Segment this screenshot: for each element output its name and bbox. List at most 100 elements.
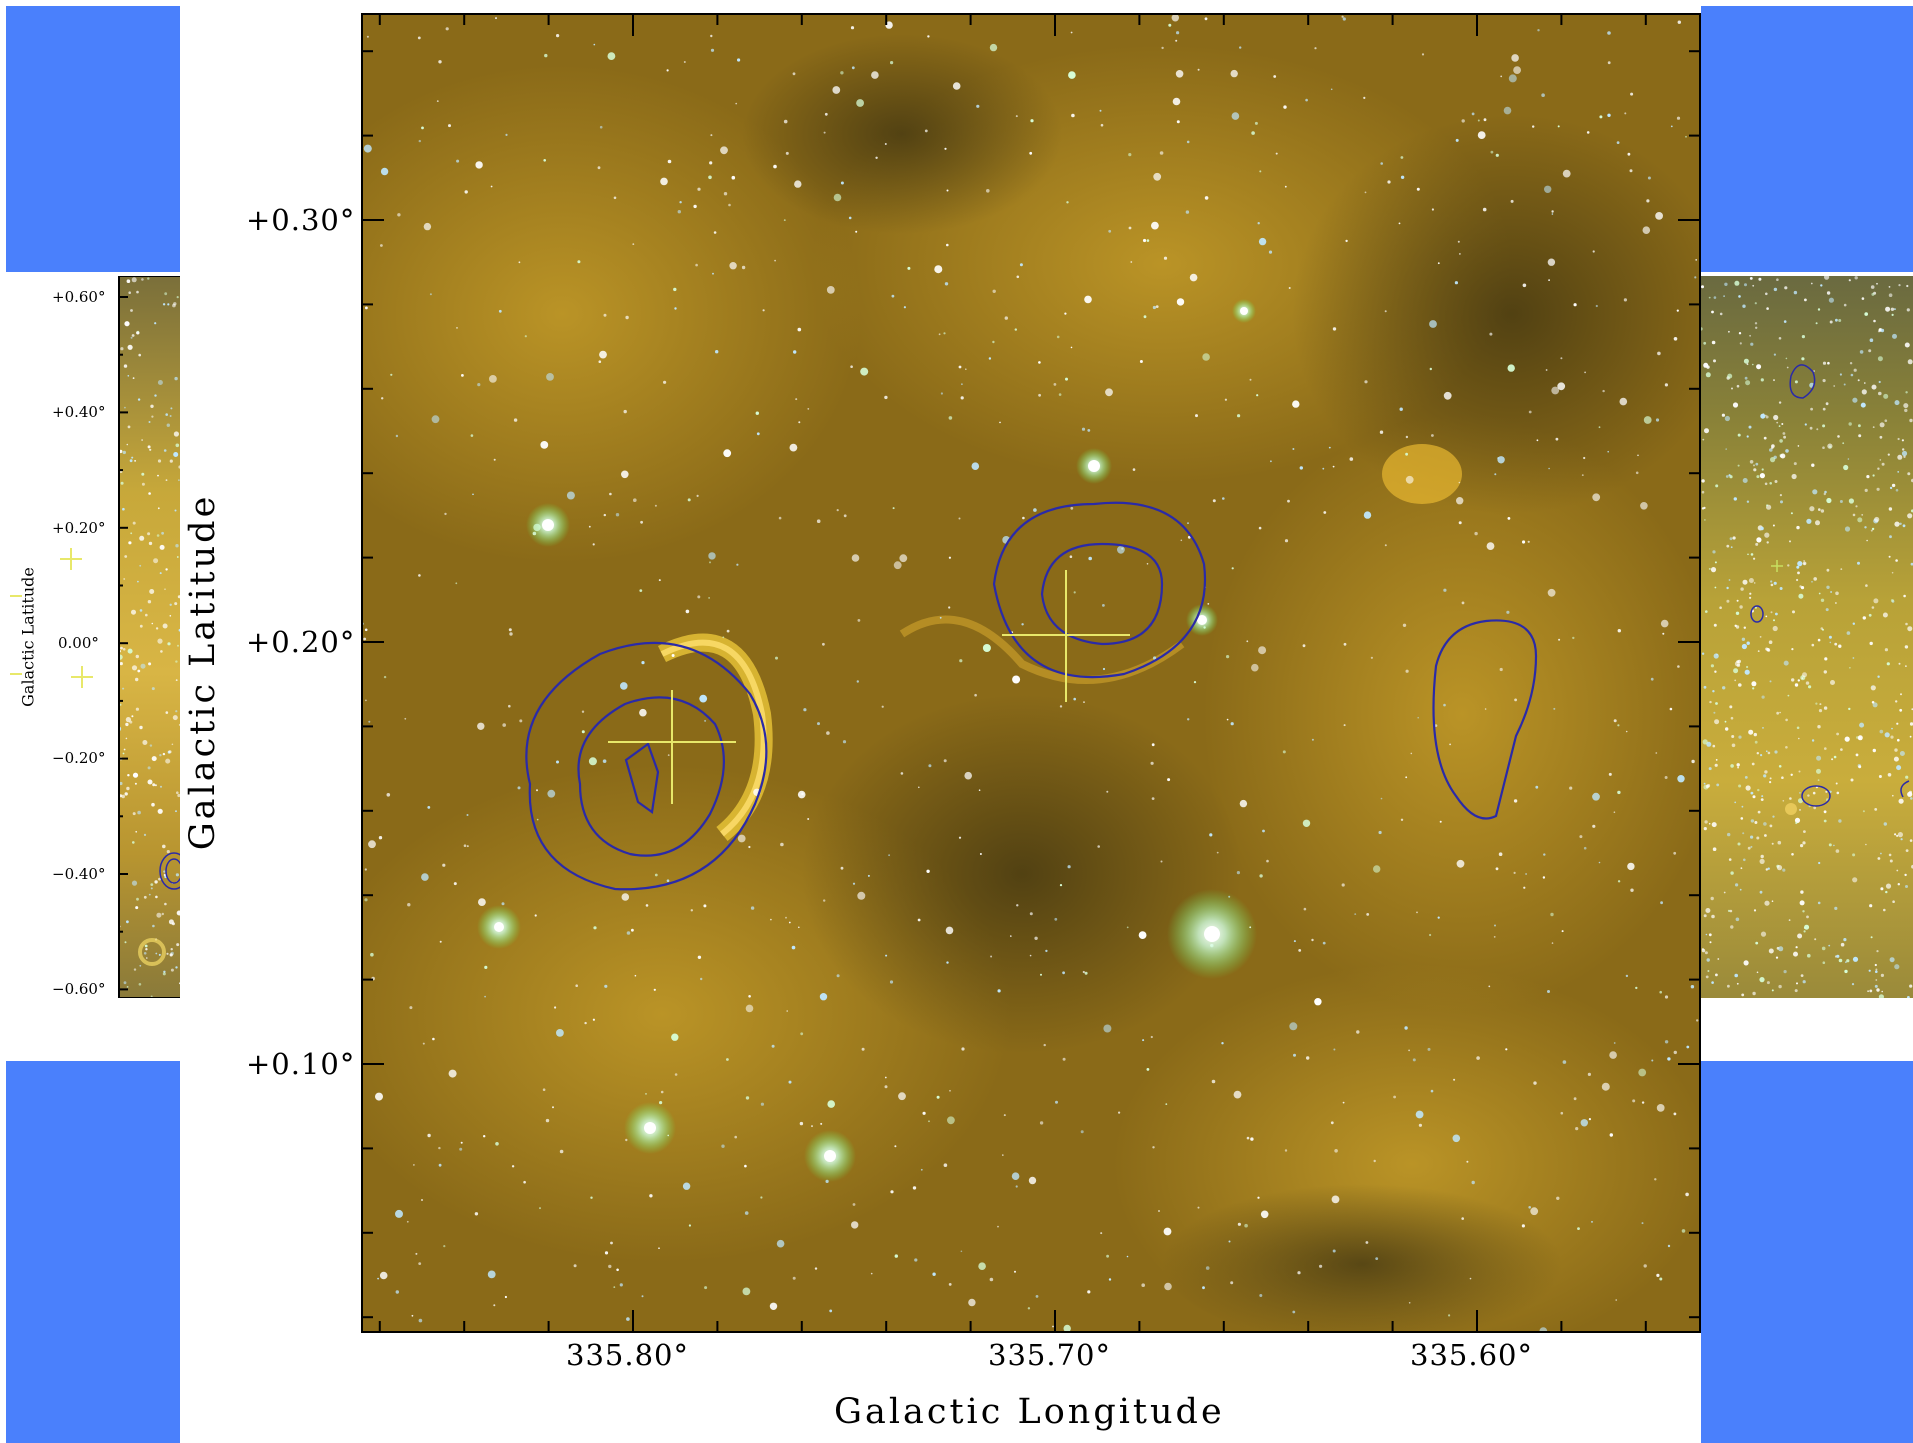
star xyxy=(1770,583,1774,587)
star xyxy=(1896,722,1899,725)
star xyxy=(1798,737,1800,740)
y-tick-label-010: +0.10° xyxy=(246,1047,356,1081)
star xyxy=(829,1309,833,1313)
star xyxy=(912,1186,917,1190)
star xyxy=(149,589,155,594)
star xyxy=(1066,201,1069,204)
star xyxy=(986,189,990,193)
star xyxy=(588,757,597,766)
star xyxy=(1867,990,1869,993)
star xyxy=(1905,775,1909,779)
star xyxy=(1701,490,1705,494)
blue-panel-top-right xyxy=(1701,6,1913,272)
star xyxy=(1900,693,1902,696)
star xyxy=(137,810,141,815)
star xyxy=(960,396,964,400)
star xyxy=(1823,670,1827,674)
star xyxy=(1861,514,1864,516)
star xyxy=(1799,792,1801,794)
star xyxy=(1750,819,1755,823)
star xyxy=(1877,857,1881,860)
star xyxy=(1771,900,1774,902)
star xyxy=(459,1147,463,1151)
star xyxy=(1719,606,1722,609)
star xyxy=(1087,1290,1091,1294)
star xyxy=(1828,944,1831,947)
star xyxy=(141,472,145,476)
star xyxy=(421,873,429,881)
star xyxy=(1545,369,1548,371)
star xyxy=(1781,776,1784,779)
x-tick-label-33570: 335.70° xyxy=(988,1338,1111,1372)
star xyxy=(148,893,151,896)
star xyxy=(1803,930,1806,933)
star xyxy=(1797,679,1800,682)
star xyxy=(1029,954,1032,957)
star xyxy=(1172,97,1181,106)
star xyxy=(1058,393,1062,396)
star xyxy=(1715,484,1719,488)
star xyxy=(851,1221,859,1229)
star xyxy=(1839,500,1843,503)
star xyxy=(832,86,841,94)
star xyxy=(861,1047,865,1051)
star xyxy=(147,532,151,536)
star xyxy=(1429,933,1432,937)
star xyxy=(1711,914,1715,919)
star xyxy=(1084,295,1092,304)
star xyxy=(1703,827,1707,831)
blue-panel-bottom-right xyxy=(1701,1061,1913,1443)
star xyxy=(1527,540,1530,543)
star xyxy=(1806,915,1809,919)
star xyxy=(1744,376,1748,380)
star xyxy=(1443,391,1452,400)
star xyxy=(1314,998,1322,1006)
star xyxy=(1405,435,1409,439)
star xyxy=(125,737,128,740)
star xyxy=(1739,605,1743,609)
star xyxy=(1852,853,1856,857)
star xyxy=(1705,610,1708,613)
star xyxy=(1202,1286,1205,1290)
star xyxy=(1712,690,1715,693)
star xyxy=(803,708,807,712)
star xyxy=(744,1164,747,1168)
star xyxy=(1846,959,1850,963)
star xyxy=(1766,307,1769,310)
star xyxy=(1635,986,1638,990)
star xyxy=(1707,970,1710,972)
star xyxy=(1721,413,1725,417)
star xyxy=(1710,896,1714,901)
star xyxy=(626,931,631,935)
star xyxy=(1782,800,1785,802)
star xyxy=(1797,445,1800,447)
star xyxy=(125,717,131,723)
star xyxy=(1592,824,1596,828)
star xyxy=(1779,494,1782,497)
star xyxy=(613,1286,616,1288)
star xyxy=(693,204,697,209)
star xyxy=(1577,1227,1580,1230)
star xyxy=(126,443,129,446)
star xyxy=(120,347,124,351)
star xyxy=(1865,584,1868,587)
star xyxy=(1226,718,1229,721)
star xyxy=(1417,716,1419,719)
star xyxy=(1861,297,1865,300)
star xyxy=(1795,946,1798,949)
star xyxy=(1890,735,1894,739)
star xyxy=(1754,606,1757,609)
star xyxy=(1052,1325,1054,1328)
star xyxy=(755,411,759,415)
star xyxy=(1575,1127,1579,1131)
star xyxy=(1062,1057,1066,1061)
star xyxy=(1365,1241,1369,1244)
star xyxy=(944,147,947,150)
star xyxy=(1732,402,1739,408)
star xyxy=(1822,424,1826,428)
star xyxy=(176,296,179,299)
star xyxy=(792,1276,796,1280)
star xyxy=(816,519,821,523)
star xyxy=(556,1029,564,1037)
star xyxy=(124,792,128,796)
